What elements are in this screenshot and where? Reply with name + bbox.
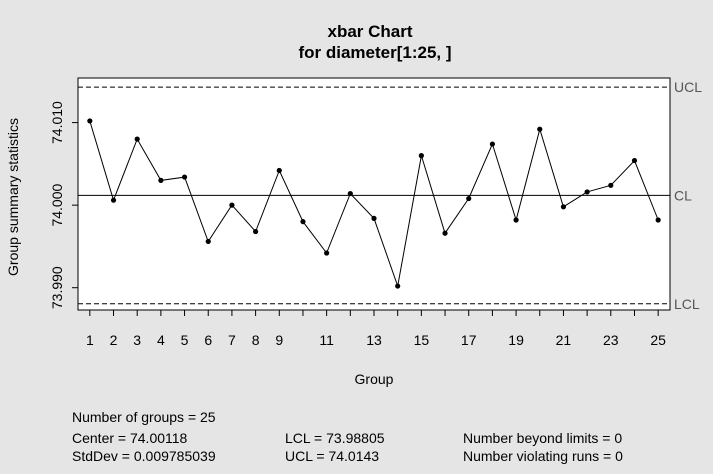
data-point — [442, 230, 448, 236]
y-tick-label: 74.000 — [49, 184, 65, 227]
ucl-label: UCL — [674, 79, 702, 95]
data-point — [205, 238, 211, 245]
stat-beyond-limits: Number beyond limits = 0 — [463, 430, 623, 446]
x-tick-label: 6 — [204, 332, 212, 348]
data-point — [608, 182, 614, 188]
stat-number-of-groups: Number of groups = 25 — [72, 409, 216, 425]
x-tick-label: 4 — [157, 332, 165, 348]
data-point — [537, 126, 543, 132]
stat-stddev: StdDev = 0.009785039 — [72, 448, 216, 464]
x-tick-label: 3 — [133, 332, 141, 348]
x-tick-label: 15 — [414, 332, 430, 348]
x-tick-label: 1 — [86, 332, 94, 348]
data-point — [655, 217, 661, 223]
stat-ucl: UCL = 74.0143 — [285, 448, 380, 464]
data-point — [418, 153, 424, 159]
lcl-label: LCL — [674, 296, 700, 312]
data-point — [229, 202, 235, 208]
data-point — [134, 136, 140, 142]
x-tick-label: 13 — [366, 332, 382, 348]
x-tick-label: 5 — [181, 332, 189, 348]
data-point — [158, 177, 164, 183]
x-tick-label: 2 — [110, 332, 118, 348]
x-tick-label: 21 — [556, 332, 572, 348]
data-point — [253, 228, 259, 235]
stat-lcl: LCL = 73.98805 — [285, 430, 385, 446]
plot-panel — [77, 77, 671, 311]
x-axis-label: Group — [355, 371, 394, 387]
x-tick-label: 8 — [252, 332, 260, 348]
data-point — [371, 215, 377, 221]
cl-label: CL — [674, 187, 692, 203]
x-tick-label: 9 — [275, 332, 283, 348]
data-point — [324, 250, 330, 256]
x-tick-label: 23 — [603, 332, 619, 348]
chart-title: xbar Chart — [327, 22, 412, 41]
data-point — [631, 157, 638, 164]
data-point — [513, 217, 519, 223]
data-point — [489, 141, 495, 147]
data-point — [395, 283, 401, 289]
x-tick-label: 17 — [461, 332, 477, 348]
data-point — [347, 190, 353, 197]
data-point — [560, 204, 567, 210]
x-tick-label: 19 — [508, 332, 524, 348]
stat-violating-runs: Number violating runs = 0 — [463, 448, 623, 464]
x-tick-label: 7 — [228, 332, 236, 348]
y-axis-label: Group summary statistics — [5, 118, 21, 276]
data-point — [181, 174, 188, 180]
data-point — [300, 219, 306, 225]
data-point — [110, 197, 117, 203]
stat-center: Center = 74.00118 — [72, 430, 188, 446]
chart-subtitle: for diameter[1:25, ] — [298, 43, 451, 62]
x-tick-label: 11 — [319, 332, 334, 348]
x-tick-label: 25 — [650, 332, 666, 348]
data-point — [466, 195, 472, 202]
y-tick-label: 74.010 — [49, 101, 65, 144]
data-point — [584, 189, 590, 195]
data-point — [87, 118, 93, 124]
y-tick-label: 73.990 — [49, 266, 65, 309]
data-point — [276, 167, 282, 174]
